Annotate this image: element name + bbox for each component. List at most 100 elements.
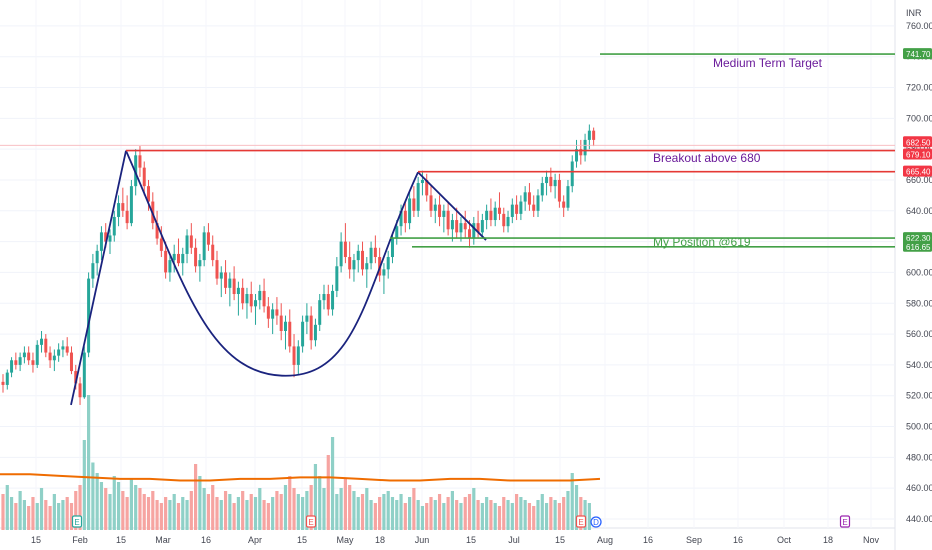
candle-130	[557, 173, 561, 208]
candle-body-11	[48, 352, 52, 361]
volume-bar-42	[181, 497, 185, 530]
candle-62	[266, 297, 270, 328]
candle-body-15	[65, 346, 69, 353]
annotation-1: Breakout above 680	[653, 151, 761, 165]
volume-bar-58	[249, 494, 253, 530]
candle-26	[112, 210, 116, 242]
candle-body-65	[279, 315, 283, 331]
candle-95	[408, 192, 412, 230]
candle-98	[420, 170, 424, 196]
cup-curve	[125, 150, 419, 377]
candle-body-94	[403, 210, 407, 224]
volume-bar-134	[574, 485, 579, 530]
candle-115	[493, 201, 497, 227]
volume-bar-94	[403, 503, 407, 530]
candle-97	[416, 176, 420, 217]
volume-bar-61	[262, 500, 266, 530]
volume-bar-130	[557, 503, 561, 530]
candle-75	[322, 284, 326, 310]
candle-body-10	[44, 338, 48, 353]
volume-bar-51	[219, 500, 223, 530]
candle-59	[254, 294, 258, 325]
volume-bar-35	[151, 491, 155, 530]
volume-bar-80	[343, 479, 347, 530]
volume-bar-98	[420, 506, 425, 530]
candle-67	[288, 309, 292, 353]
volume-bar-124	[532, 506, 536, 530]
candle-body-85	[365, 263, 369, 270]
event-marker-3[interactable]: D	[590, 516, 602, 528]
volume-bar-46	[198, 476, 202, 530]
volume-bar-95	[408, 497, 412, 530]
candle-83	[356, 244, 360, 273]
candle-body-104	[446, 210, 450, 230]
volume-bar-9	[39, 488, 44, 530]
event-marker-4[interactable]: E	[839, 515, 851, 528]
candle-body-96	[412, 198, 416, 211]
candle-55	[236, 281, 240, 316]
candle-106	[455, 207, 459, 239]
candle-body-43	[185, 235, 189, 254]
candle-body-59	[254, 300, 258, 307]
volume-bar-34	[146, 497, 151, 530]
candle-53	[228, 272, 232, 307]
candle-82	[352, 253, 356, 282]
candle-body-71	[305, 315, 309, 322]
volume-bar-26	[112, 476, 116, 530]
volume-bar-87	[373, 503, 377, 530]
candle-body-106	[455, 220, 459, 233]
candle-125	[536, 189, 540, 217]
time-tick-8: 18	[375, 535, 385, 545]
candle-body-76	[326, 294, 330, 310]
candle-119	[510, 198, 514, 224]
candle-33	[142, 161, 146, 196]
event-marker-shape-3	[590, 516, 602, 528]
time-tick-2: 15	[116, 535, 126, 545]
price-tick-13: 500.00	[906, 422, 932, 432]
candle-87	[373, 235, 377, 264]
candle-122	[523, 186, 527, 211]
candle-body-46	[198, 260, 202, 267]
price-tick-12: 520.00	[906, 391, 932, 401]
candle-113	[485, 204, 489, 230]
price-label-5: 616.65	[903, 240, 932, 252]
volume-bar-110	[472, 488, 476, 530]
candle-123	[527, 183, 531, 211]
candle-body-38	[164, 250, 168, 273]
candle-70	[301, 315, 305, 353]
price-label-bg-3	[903, 165, 932, 177]
event-marker-1[interactable]: E	[305, 515, 317, 528]
candle-body-98	[420, 179, 424, 184]
annotations: Medium Term Target Breakout above 680 My P…	[653, 56, 823, 249]
candle-101	[433, 198, 437, 224]
candle-64	[275, 297, 279, 325]
candle-body-74	[318, 300, 322, 325]
volume-bar-64	[275, 491, 279, 530]
candle-68	[292, 334, 296, 378]
candle-body-120	[515, 204, 519, 214]
volume-bar-111	[476, 500, 480, 530]
volume-bar-72	[309, 485, 313, 530]
candle-body-118	[506, 216, 510, 227]
time-tick-12: 15	[555, 535, 565, 545]
time-tick-19: Nov	[863, 535, 880, 545]
candle-121	[519, 195, 523, 221]
candle-body-1	[5, 372, 9, 385]
time-tick-1: Feb	[72, 535, 88, 545]
event-marker-2[interactable]: E	[575, 515, 587, 528]
volume-bar-20	[87, 395, 91, 530]
candle-body-48	[206, 232, 210, 245]
candle-body-18	[78, 383, 82, 398]
candle-20	[87, 272, 91, 358]
volume-bar-119	[510, 503, 514, 530]
event-marker-0[interactable]: E	[71, 515, 83, 528]
volume-bar-23	[99, 482, 104, 530]
candle-body-97	[416, 183, 420, 211]
volume-bar-115	[493, 503, 497, 530]
candle-body-126	[540, 183, 544, 196]
candle-body-58	[249, 294, 253, 307]
candle-body-25	[108, 235, 112, 242]
volume-bar-118	[506, 500, 510, 530]
